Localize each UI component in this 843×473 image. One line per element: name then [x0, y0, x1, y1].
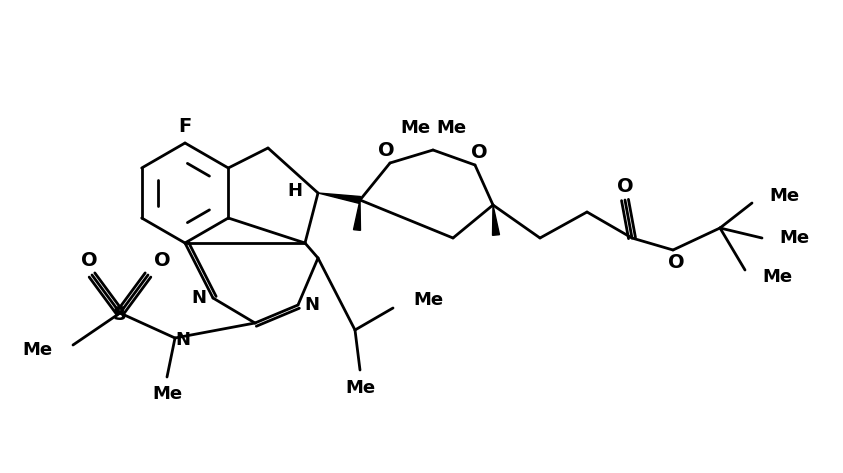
- Text: Me: Me: [400, 119, 430, 137]
- Text: F: F: [179, 116, 191, 135]
- Text: S: S: [113, 306, 127, 324]
- Text: O: O: [470, 142, 487, 161]
- Text: Me: Me: [769, 187, 799, 205]
- Text: O: O: [81, 252, 97, 271]
- Text: Me: Me: [345, 379, 375, 397]
- Text: Me: Me: [152, 385, 182, 403]
- Text: Me: Me: [23, 341, 53, 359]
- Text: N: N: [175, 331, 191, 349]
- Text: N: N: [304, 296, 319, 314]
- Text: Me: Me: [436, 119, 466, 137]
- Text: O: O: [668, 254, 685, 272]
- Text: O: O: [617, 176, 633, 195]
- Text: H: H: [287, 182, 303, 200]
- Text: Me: Me: [413, 291, 443, 309]
- Polygon shape: [353, 200, 361, 230]
- Polygon shape: [492, 205, 500, 236]
- Text: O: O: [378, 140, 395, 159]
- Text: Me: Me: [762, 268, 792, 286]
- Text: Me: Me: [779, 229, 809, 247]
- Polygon shape: [318, 193, 361, 203]
- Text: O: O: [153, 252, 170, 271]
- Text: N: N: [191, 289, 207, 307]
